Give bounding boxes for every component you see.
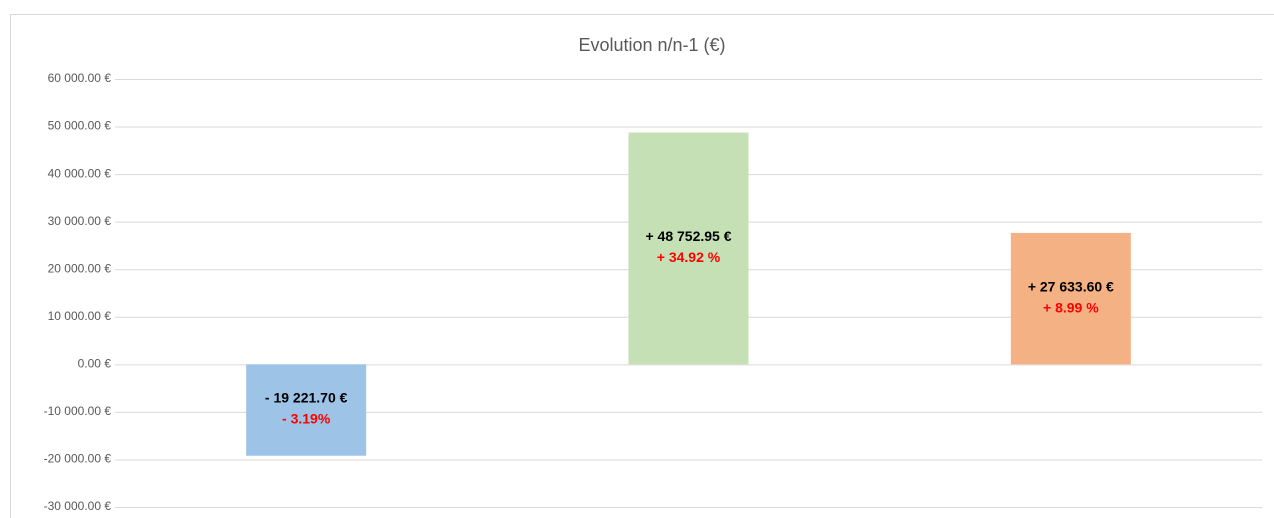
bar — [246, 364, 367, 456]
bar — [628, 132, 749, 365]
y-tick-label: 40 000.00 € — [48, 166, 112, 180]
y-tick-label: -30 000.00 € — [44, 499, 112, 513]
value-label: + 27 633.60 € — [1028, 278, 1114, 294]
y-tick-label: 30 000.00 € — [48, 214, 112, 228]
value-label: + 48 752.95 € — [645, 228, 731, 244]
y-tick-label: 20 000.00 € — [48, 261, 112, 275]
percentage-label: - 3.19% — [282, 411, 331, 427]
y-tick-label: 50 000.00 € — [48, 119, 112, 133]
percentage-label: + 8.99 % — [1043, 299, 1099, 315]
percentage-label: + 34.92 % — [657, 249, 721, 265]
y-tick-label: -20 000.00 € — [44, 452, 112, 466]
value-label: - 19 221.70 € — [265, 390, 348, 406]
y-tick-label: 60 000.00 € — [48, 71, 112, 85]
y-tick-label: 0.00 € — [78, 357, 112, 371]
y-tick-label: -10 000.00 € — [44, 404, 112, 418]
y-tick-label: 10 000.00 € — [48, 309, 112, 323]
chart-title: Evolution n/n-1 (€) — [578, 35, 725, 55]
bar — [1010, 232, 1131, 365]
